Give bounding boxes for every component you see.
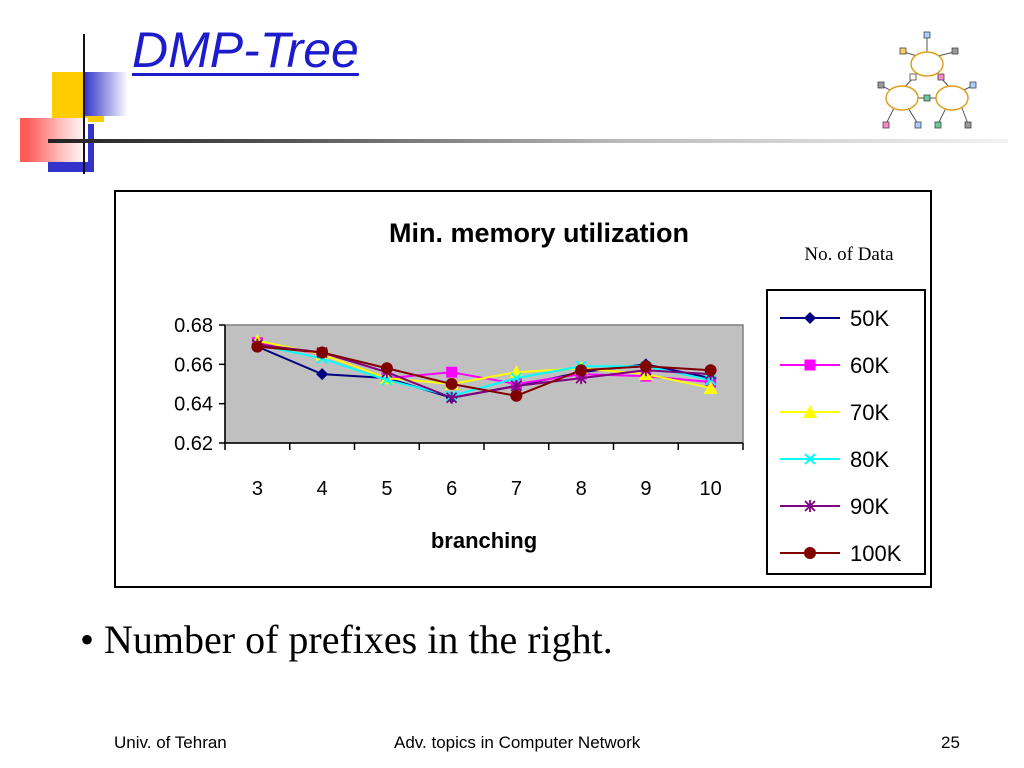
series-line-100k [257,345,711,397]
legend-label-80k: 80K [850,447,889,472]
line-chart: Min. memory utilization No. of Data bran… [174,218,926,575]
y-tick-label: 0.68 [174,315,213,337]
legend-marker-60k [804,359,816,371]
footer-institution: Univ. of Tehran [114,733,227,752]
x-tick-label: 5 [381,478,392,500]
data-point-50k [316,368,329,381]
footer-course: Adv. topics in Computer Network [394,733,641,752]
data-point-100k [510,389,523,402]
legend-label-90k: 90K [850,494,889,519]
x-tick-label: 9 [640,478,651,500]
x-tick-label: 6 [446,478,457,500]
x-axis-label: branching [431,528,537,553]
x-tick-label: 7 [511,478,522,500]
data-point-100k [380,362,393,375]
legend-box [766,289,926,575]
title-rule [48,139,1008,143]
legend-label-50k: 50K [850,306,889,331]
data-point-100k [704,364,717,377]
x-tick-label: 8 [576,478,587,500]
y-tick-label: 0.62 [174,433,213,455]
series-line-70k [257,339,711,389]
data-point-70k [703,380,718,394]
legend-marker-100k [804,547,816,559]
x-tick-label: 4 [317,478,328,500]
chart-frame: Min. memory utilization No. of Data bran… [114,190,932,588]
legend-label-60k: 60K [850,353,889,378]
slide-title: DMP-Tree [132,22,359,78]
vertical-rule [83,34,85,174]
page-number: 25 [941,733,960,752]
x-tick-label: 10 [700,478,722,500]
network-clouds-icon [877,31,977,129]
legend-marker-50k [804,312,816,324]
legend-marker-80k-stroke [804,453,816,465]
data-point-100k [251,340,264,353]
data-point-90k [445,391,458,404]
legend-marker-70k [803,405,817,418]
bullet-text: • Number of prefixes in the right. [80,617,613,662]
data-point-100k [316,346,329,359]
chart-title: Min. memory utilization [389,218,689,248]
data-point-60k [446,366,458,378]
blue-square [84,72,128,116]
data-point-100k [575,364,588,377]
data-point-100k [445,378,458,390]
legend-title: No. of Data [804,244,894,265]
legend-label-70k: 70K [850,400,889,425]
legend-label-100k: 100K [850,541,902,566]
x-tick-label: 3 [252,478,263,500]
data-point-100k [639,360,652,373]
legend-marker-80k [804,453,816,465]
legend-marker-90k [804,500,816,512]
y-tick-label: 0.64 [174,394,213,416]
plot-area [224,324,744,444]
y-tick-label: 0.66 [174,354,213,376]
